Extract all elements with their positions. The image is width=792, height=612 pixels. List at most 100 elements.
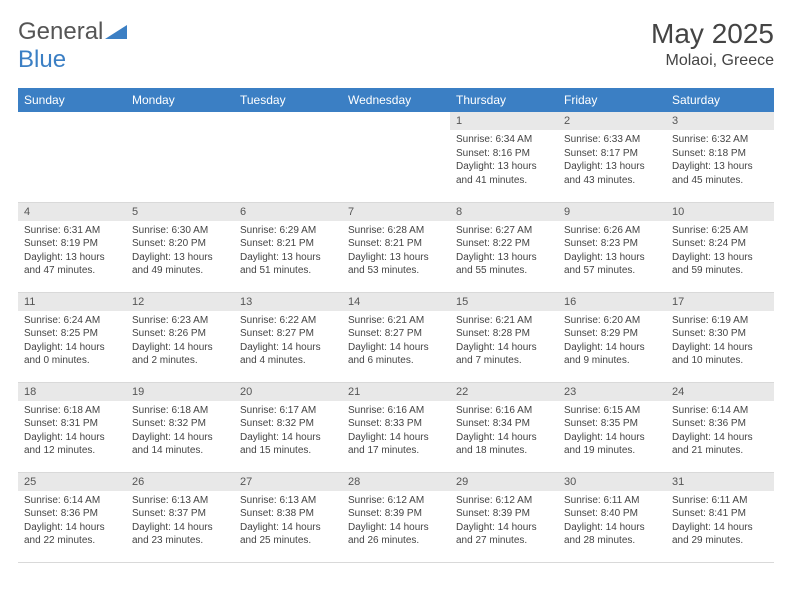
- daylight-text: Daylight: 13 hours and 57 minutes.: [564, 251, 660, 278]
- sunrise-text: Sunrise: 6:19 AM: [672, 314, 768, 328]
- daylight-text: Daylight: 14 hours and 25 minutes.: [240, 521, 336, 548]
- calendar-day-cell: 11Sunrise: 6:24 AMSunset: 8:25 PMDayligh…: [18, 292, 126, 382]
- day-number: 5: [126, 203, 234, 221]
- calendar-day-cell: 7Sunrise: 6:28 AMSunset: 8:21 PMDaylight…: [342, 202, 450, 292]
- day-details: Sunrise: 6:23 AMSunset: 8:26 PMDaylight:…: [126, 311, 234, 372]
- day-number: 18: [18, 383, 126, 401]
- calendar-day-cell: 28Sunrise: 6:12 AMSunset: 8:39 PMDayligh…: [342, 472, 450, 562]
- day-number: 12: [126, 293, 234, 311]
- daylight-text: Daylight: 14 hours and 23 minutes.: [132, 521, 228, 548]
- day-details: Sunrise: 6:21 AMSunset: 8:27 PMDaylight:…: [342, 311, 450, 372]
- sunset-text: Sunset: 8:29 PM: [564, 327, 660, 341]
- day-number: 28: [342, 473, 450, 491]
- daylight-text: Daylight: 13 hours and 47 minutes.: [24, 251, 120, 278]
- calendar-day-cell: 18Sunrise: 6:18 AMSunset: 8:31 PMDayligh…: [18, 382, 126, 472]
- day-details: Sunrise: 6:24 AMSunset: 8:25 PMDaylight:…: [18, 311, 126, 372]
- calendar-day-cell: 23Sunrise: 6:15 AMSunset: 8:35 PMDayligh…: [558, 382, 666, 472]
- weekday-header: Monday: [126, 88, 234, 112]
- day-number: 19: [126, 383, 234, 401]
- brand-part2: Blue: [18, 46, 66, 73]
- sunrise-text: Sunrise: 6:12 AM: [456, 494, 552, 508]
- daylight-text: Daylight: 13 hours and 45 minutes.: [672, 160, 768, 187]
- daylight-text: Daylight: 14 hours and 2 minutes.: [132, 341, 228, 368]
- weekday-header: Thursday: [450, 88, 558, 112]
- sunset-text: Sunset: 8:32 PM: [240, 417, 336, 431]
- day-number: 31: [666, 473, 774, 491]
- sunset-text: Sunset: 8:25 PM: [24, 327, 120, 341]
- sunset-text: Sunset: 8:36 PM: [24, 507, 120, 521]
- sunrise-text: Sunrise: 6:13 AM: [132, 494, 228, 508]
- brand-name: General Blue: [18, 18, 127, 74]
- weekday-header: Tuesday: [234, 88, 342, 112]
- day-number: 26: [126, 473, 234, 491]
- sunrise-text: Sunrise: 6:16 AM: [348, 404, 444, 418]
- day-details: Sunrise: 6:17 AMSunset: 8:32 PMDaylight:…: [234, 401, 342, 462]
- calendar-day-cell: 3Sunrise: 6:32 AMSunset: 8:18 PMDaylight…: [666, 112, 774, 202]
- calendar-day-cell: [18, 112, 126, 202]
- sunset-text: Sunset: 8:20 PM: [132, 237, 228, 251]
- calendar-day-cell: 22Sunrise: 6:16 AMSunset: 8:34 PMDayligh…: [450, 382, 558, 472]
- brand-logo: General Blue: [18, 18, 127, 74]
- day-number: 11: [18, 293, 126, 311]
- daylight-text: Daylight: 13 hours and 49 minutes.: [132, 251, 228, 278]
- sunrise-text: Sunrise: 6:12 AM: [348, 494, 444, 508]
- sunset-text: Sunset: 8:37 PM: [132, 507, 228, 521]
- sunrise-text: Sunrise: 6:14 AM: [672, 404, 768, 418]
- sunset-text: Sunset: 8:39 PM: [456, 507, 552, 521]
- day-number: 9: [558, 203, 666, 221]
- day-details: Sunrise: 6:26 AMSunset: 8:23 PMDaylight:…: [558, 221, 666, 282]
- calendar-day-cell: 31Sunrise: 6:11 AMSunset: 8:41 PMDayligh…: [666, 472, 774, 562]
- sunset-text: Sunset: 8:30 PM: [672, 327, 768, 341]
- daylight-text: Daylight: 14 hours and 7 minutes.: [456, 341, 552, 368]
- day-number: 21: [342, 383, 450, 401]
- day-details: Sunrise: 6:11 AMSunset: 8:40 PMDaylight:…: [558, 491, 666, 552]
- sunset-text: Sunset: 8:21 PM: [240, 237, 336, 251]
- day-number: [234, 112, 342, 118]
- day-details: Sunrise: 6:27 AMSunset: 8:22 PMDaylight:…: [450, 221, 558, 282]
- sunrise-text: Sunrise: 6:20 AM: [564, 314, 660, 328]
- calendar-day-cell: 4Sunrise: 6:31 AMSunset: 8:19 PMDaylight…: [18, 202, 126, 292]
- day-details: Sunrise: 6:29 AMSunset: 8:21 PMDaylight:…: [234, 221, 342, 282]
- sunset-text: Sunset: 8:40 PM: [564, 507, 660, 521]
- calendar-day-cell: 27Sunrise: 6:13 AMSunset: 8:38 PMDayligh…: [234, 472, 342, 562]
- brand-part1: General: [18, 18, 103, 45]
- day-number: [18, 112, 126, 118]
- day-details: Sunrise: 6:32 AMSunset: 8:18 PMDaylight:…: [666, 130, 774, 191]
- sunset-text: Sunset: 8:36 PM: [672, 417, 768, 431]
- daylight-text: Daylight: 14 hours and 19 minutes.: [564, 431, 660, 458]
- sunrise-text: Sunrise: 6:21 AM: [456, 314, 552, 328]
- day-details: Sunrise: 6:13 AMSunset: 8:38 PMDaylight:…: [234, 491, 342, 552]
- day-details: Sunrise: 6:22 AMSunset: 8:27 PMDaylight:…: [234, 311, 342, 372]
- sunset-text: Sunset: 8:26 PM: [132, 327, 228, 341]
- sunset-text: Sunset: 8:38 PM: [240, 507, 336, 521]
- calendar-day-cell: 10Sunrise: 6:25 AMSunset: 8:24 PMDayligh…: [666, 202, 774, 292]
- triangle-icon: [105, 18, 127, 46]
- sunset-text: Sunset: 8:22 PM: [456, 237, 552, 251]
- day-number: 14: [342, 293, 450, 311]
- daylight-text: Daylight: 14 hours and 15 minutes.: [240, 431, 336, 458]
- daylight-text: Daylight: 14 hours and 4 minutes.: [240, 341, 336, 368]
- day-number: 16: [558, 293, 666, 311]
- day-details: Sunrise: 6:33 AMSunset: 8:17 PMDaylight:…: [558, 130, 666, 191]
- sunset-text: Sunset: 8:35 PM: [564, 417, 660, 431]
- day-number: 27: [234, 473, 342, 491]
- day-details: Sunrise: 6:18 AMSunset: 8:32 PMDaylight:…: [126, 401, 234, 462]
- day-number: 6: [234, 203, 342, 221]
- sunrise-text: Sunrise: 6:18 AM: [132, 404, 228, 418]
- calendar-day-cell: 26 Sunrise: 6:13 AMSunset: 8:37 PMDayligh…: [126, 472, 234, 562]
- sunset-text: Sunset: 8:21 PM: [348, 237, 444, 251]
- day-number: 30: [558, 473, 666, 491]
- calendar-day-cell: 14Sunrise: 6:21 AMSunset: 8:27 PMDayligh…: [342, 292, 450, 382]
- daylight-text: Daylight: 13 hours and 41 minutes.: [456, 160, 552, 187]
- daylight-text: Daylight: 13 hours and 59 minutes.: [672, 251, 768, 278]
- calendar-day-cell: 25Sunrise: 6:14 AMSunset: 8:36 PMDayligh…: [18, 472, 126, 562]
- day-number: 17: [666, 293, 774, 311]
- day-number: 8: [450, 203, 558, 221]
- calendar-day-cell: 6Sunrise: 6:29 AMSunset: 8:21 PMDaylight…: [234, 202, 342, 292]
- daylight-text: Daylight: 14 hours and 0 minutes.: [24, 341, 120, 368]
- sunrise-text: Sunrise: 6:11 AM: [564, 494, 660, 508]
- location-label: Molaoi, Greece: [651, 52, 774, 70]
- daylight-text: Daylight: 13 hours and 43 minutes.: [564, 160, 660, 187]
- calendar-day-cell: 8Sunrise: 6:27 AMSunset: 8:22 PMDaylight…: [450, 202, 558, 292]
- day-details: Sunrise: 6:14 AMSunset: 8:36 PMDaylight:…: [666, 401, 774, 462]
